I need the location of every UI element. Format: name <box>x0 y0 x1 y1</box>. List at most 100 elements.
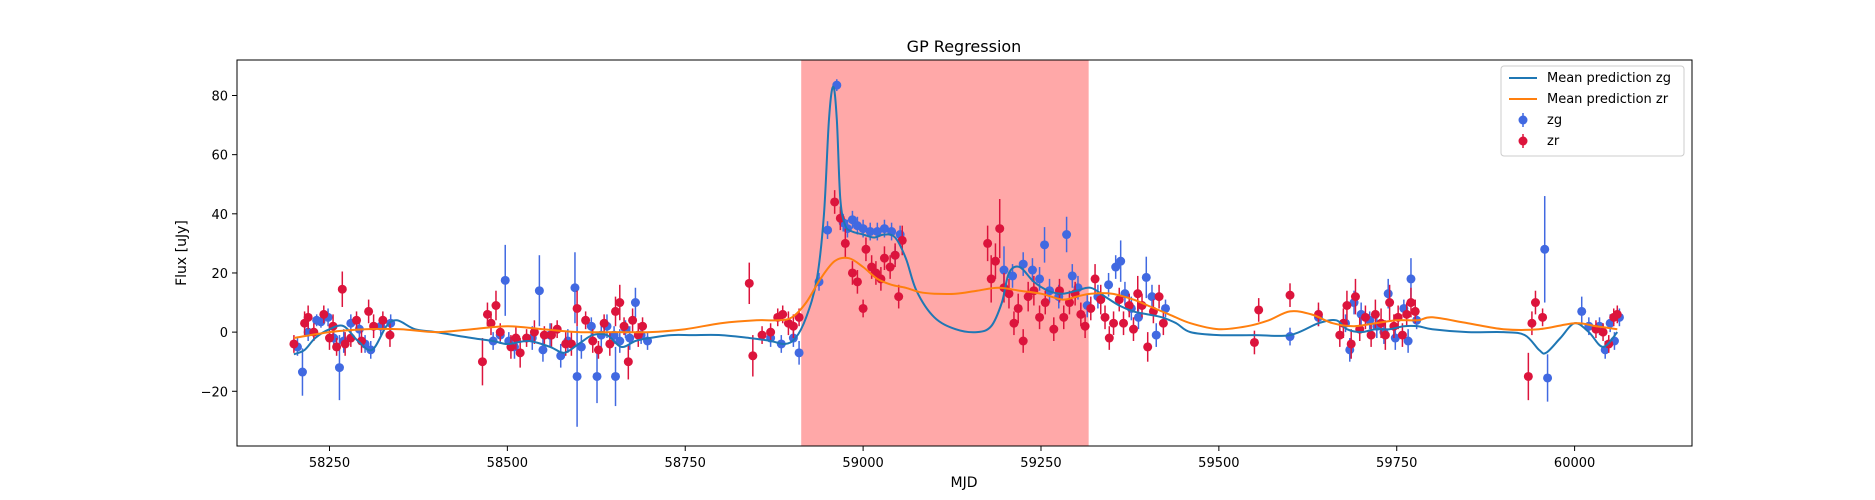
point-zr <box>852 277 862 287</box>
legend-zg-marker <box>1518 115 1528 125</box>
point-zg <box>872 227 882 237</box>
point-zr <box>529 327 539 337</box>
y-tick-label: 60 <box>211 149 228 164</box>
point-zg <box>630 298 640 308</box>
x-tick-label: 59500 <box>1198 456 1239 471</box>
point-zr <box>1249 337 1259 347</box>
point-zr <box>840 238 850 248</box>
point-zg <box>625 333 635 343</box>
point-zr <box>1366 330 1376 340</box>
point-zr <box>1013 303 1023 313</box>
point-zr <box>1009 318 1019 328</box>
point-zr <box>1527 318 1537 328</box>
legend-label-zg-line: Mean prediction zg <box>1547 71 1671 86</box>
point-zr <box>1059 312 1069 322</box>
point-zr <box>491 301 501 311</box>
x-tick-label: 59000 <box>842 456 883 471</box>
point-zg <box>538 345 548 355</box>
point-zr <box>879 253 889 263</box>
point-zg <box>1067 271 1077 281</box>
y-tick-label: 80 <box>211 89 228 104</box>
chart-title: GP Regression <box>907 37 1022 56</box>
x-axis-label: MJD <box>951 475 978 491</box>
point-zr <box>986 274 996 284</box>
point-zg <box>1062 230 1072 240</box>
point-zr <box>611 306 621 316</box>
point-zg <box>1390 333 1400 343</box>
point-zr <box>1023 292 1033 302</box>
mean-prediction-zg-line <box>293 85 1619 356</box>
point-zr <box>1158 318 1168 328</box>
point-zr <box>1406 298 1416 308</box>
point-zr <box>289 339 299 349</box>
point-zr <box>477 357 487 367</box>
point-zr <box>1018 336 1028 346</box>
point-zr <box>515 348 525 358</box>
point-zg <box>615 336 625 346</box>
point-zr <box>546 330 556 340</box>
point-zg <box>1403 336 1413 346</box>
point-zr <box>1370 309 1380 319</box>
point-zr <box>385 330 395 340</box>
x-tick-label: 58250 <box>309 456 350 471</box>
point-zr <box>1128 324 1138 334</box>
point-zr <box>378 315 388 325</box>
point-zr <box>1143 342 1153 352</box>
point-zr <box>581 315 591 325</box>
point-zr <box>1385 298 1395 308</box>
point-zg <box>570 283 580 293</box>
point-zg <box>1160 303 1170 313</box>
point-zr <box>1285 290 1295 300</box>
point-zr <box>1350 292 1360 302</box>
point-zr <box>983 238 993 248</box>
point-zr <box>858 303 868 313</box>
point-zr <box>1335 330 1345 340</box>
point-zg <box>1147 292 1157 302</box>
point-zr <box>1096 295 1106 305</box>
x-tick-label: 58500 <box>487 456 528 471</box>
x-tick-label: 59250 <box>1020 456 1061 471</box>
point-zr <box>552 324 562 334</box>
series-zg <box>292 79 1624 427</box>
point-zg <box>865 227 875 237</box>
point-zr <box>788 321 798 331</box>
point-zg <box>1540 244 1550 254</box>
point-zr <box>1380 330 1390 340</box>
point-zr <box>1360 312 1370 322</box>
point-zg <box>858 224 868 234</box>
point-zr <box>1004 289 1014 299</box>
point-zr <box>794 312 804 322</box>
point-zg <box>334 363 344 373</box>
point-zg <box>1383 289 1393 299</box>
point-zr <box>778 309 788 319</box>
y-tick-label: 0 <box>220 326 228 341</box>
point-zr <box>847 268 857 278</box>
point-zr <box>1402 309 1412 319</box>
point-zr <box>1133 289 1143 299</box>
point-zg <box>1027 265 1037 275</box>
point-zr <box>324 333 334 343</box>
point-zr <box>1064 298 1074 308</box>
point-zr <box>744 278 754 288</box>
legend-label-zr-line: Mean prediction zr <box>1547 92 1669 107</box>
plot-frame <box>236 59 1693 447</box>
x-tick-label: 58750 <box>665 456 706 471</box>
point-zr <box>1346 339 1356 349</box>
point-zr <box>566 339 576 349</box>
point-zg <box>1008 271 1018 281</box>
point-zr <box>638 321 648 331</box>
point-zr <box>593 345 603 355</box>
point-zr <box>1100 312 1110 322</box>
legend: Mean prediction zg Mean prediction zr zg… <box>1500 65 1685 157</box>
point-zr <box>1598 327 1608 337</box>
point-zr <box>1530 298 1540 308</box>
point-zr <box>897 235 907 245</box>
point-zg <box>500 275 510 285</box>
point-zr <box>748 351 758 361</box>
point-zg <box>297 367 307 377</box>
point-zr <box>861 244 871 254</box>
point-zr <box>1538 312 1548 322</box>
legend-box <box>1500 65 1685 157</box>
point-zr <box>1104 333 1114 343</box>
point-zr <box>1342 301 1352 311</box>
